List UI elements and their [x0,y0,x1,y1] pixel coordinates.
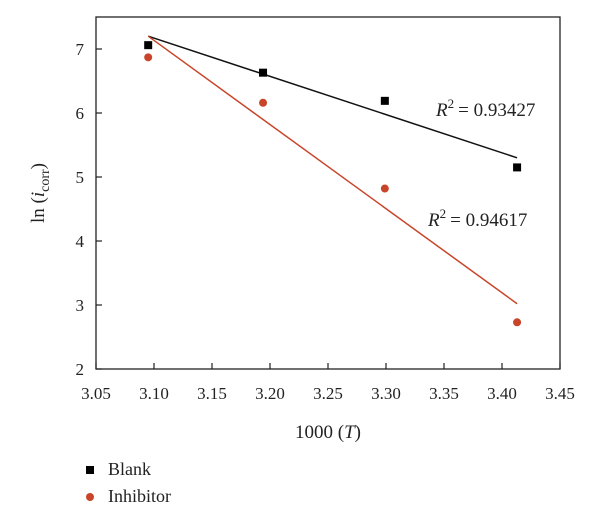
x-axis-label: 1000 (T) [295,422,361,443]
x-tick-label: 3.45 [545,384,575,403]
data-point-inhibitor [513,318,522,327]
fit-lines [147,35,518,305]
x-tick-label: 3.35 [429,384,459,403]
legend-circle-marker [86,492,94,501]
fit-line-blank [147,35,518,159]
y-axis-label: ln (icorr) [28,163,53,223]
y-tick-label: 6 [76,104,85,123]
data-point-inhibitor [380,184,389,193]
legend-label-inhibitor: Inhibitor [108,486,171,506]
x-tick-label: 3.25 [313,384,343,403]
y-tick-label: 2 [76,360,85,379]
y-tick-label: 3 [76,296,85,315]
x-tick-label: 3.40 [487,384,517,403]
x-axis-ticks: 3.05 3.10 3.15 3.20 3.25 3.30 3.35 3.40 3.45 [81,363,575,403]
legend-item-blank: Blank [86,456,171,483]
data-point-blank [513,163,522,172]
legend: Blank Inhibitor [86,456,171,510]
legend-item-inhibitor: Inhibitor [86,483,171,510]
y-tick-label: 4 [76,232,85,251]
data-point-blank [259,68,268,77]
data-point-inhibitor [144,53,153,62]
y-axis-ticks: 2 3 4 5 6 7 [76,40,102,379]
plot-area-frame [95,16,561,370]
x-tick-label: 3.10 [139,384,169,403]
x-tick-label: 3.15 [197,384,227,403]
r2-label-blank: R2 = 0.93427 [435,96,535,121]
r2-label-inhibitor: R2 = 0.94617 [427,206,527,231]
x-tick-label: 3.30 [371,384,401,403]
fit-line-inhibitor [147,35,518,305]
legend-label-blank: Blank [108,459,151,479]
legend-square-marker [86,465,94,474]
x-tick-label: 3.20 [255,384,285,403]
y-tick-label: 7 [76,40,85,59]
data-point-blank [144,41,153,50]
x-tick-label: 3.05 [81,384,111,403]
data-point-inhibitor [259,98,268,107]
data-points [144,41,522,327]
y-tick-label: 5 [76,168,85,187]
data-point-blank [380,96,389,105]
